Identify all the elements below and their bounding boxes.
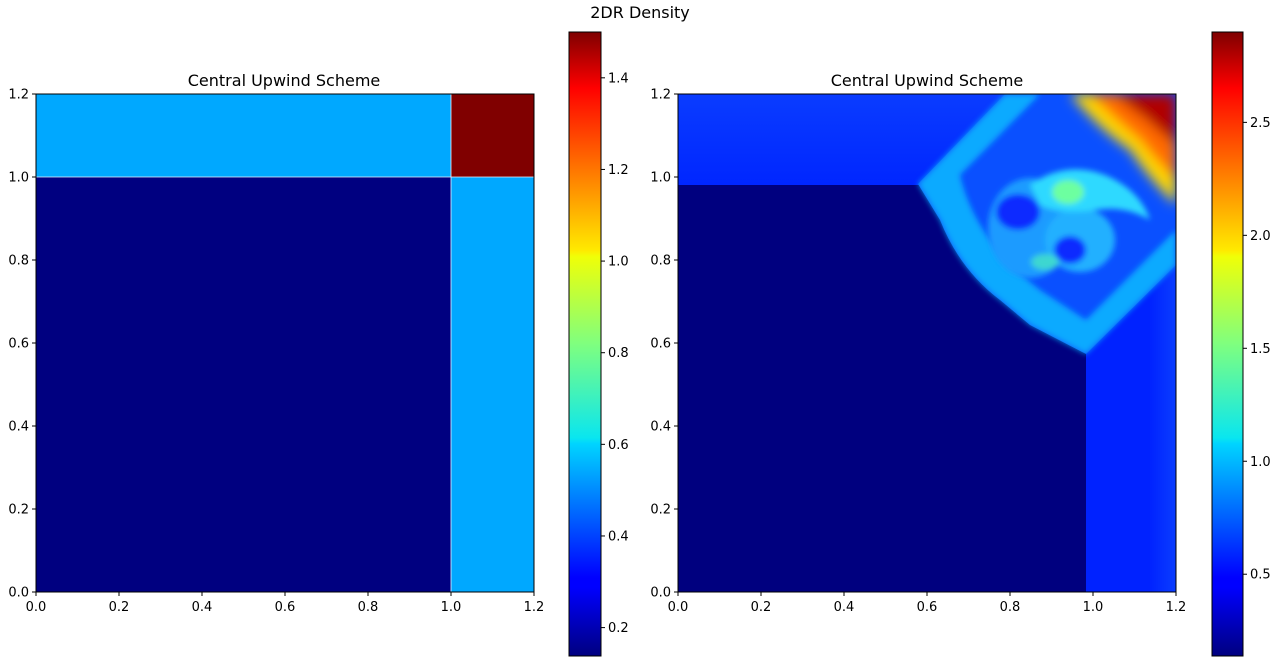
right-colorbar-tick-label: 1.0 xyxy=(1250,455,1271,470)
left-y-tick-label: 0.4 xyxy=(8,420,29,435)
left-y-tick-label: 0.8 xyxy=(8,254,29,269)
right-y-tick-label: 1.0 xyxy=(650,171,671,186)
right-y-tick-label: 0.8 xyxy=(650,254,671,269)
right-y-tick-label: 0.6 xyxy=(650,337,671,352)
right-plot-frame xyxy=(677,93,1177,593)
left-colorbar-tick-label: 0.2 xyxy=(608,621,629,636)
right-colorbar: 0.5 1.0 1.5 2.0 2.5 xyxy=(1211,31,1271,657)
right-colorbar-tick-label: 0.5 xyxy=(1250,568,1271,583)
right-x-tick-label: 1.2 xyxy=(1166,600,1187,615)
right-panel: Central Upwind Scheme xyxy=(650,71,1186,615)
left-title: Central Upwind Scheme xyxy=(188,71,381,90)
left-x-tick-label: 1.0 xyxy=(441,600,462,615)
right-vortex-highlight-2 xyxy=(1031,254,1059,270)
right-colorbar-tick-label: 1.5 xyxy=(1250,342,1271,357)
right-x-tick-label: 0.8 xyxy=(1000,600,1021,615)
left-colorbar: 0.2 0.4 0.6 0.8 1.0 1.2 1.4 xyxy=(568,31,629,657)
right-hot-corner xyxy=(1070,94,1176,205)
right-colorbar-tick-label: 2.5 xyxy=(1250,116,1271,131)
right-x-tick-label: 0.6 xyxy=(917,600,938,615)
left-y-tick-label: 0.6 xyxy=(8,337,29,352)
left-colorbar-tick-label: 0.6 xyxy=(608,438,629,453)
left-region-0 xyxy=(36,177,451,592)
right-x-tick-label: 0.4 xyxy=(834,600,855,615)
left-x-tick-label: 0.2 xyxy=(109,600,130,615)
left-y-tick-label: 0.0 xyxy=(8,586,29,601)
right-vortex-left-core xyxy=(996,194,1040,230)
right-heatmap xyxy=(678,94,1176,592)
figure-suptitle: 2DR Density xyxy=(590,3,690,22)
right-x-tick-label: 0.2 xyxy=(751,600,772,615)
left-region-3 xyxy=(451,94,534,177)
right-title: Central Upwind Scheme xyxy=(831,71,1024,90)
left-y-tick-label: 1.0 xyxy=(8,171,29,186)
right-y-axis: 0.0 0.2 0.4 0.6 0.8 1.0 1.2 xyxy=(650,88,678,601)
left-x-tick-label: 0.8 xyxy=(358,600,379,615)
left-x-tick-label: 0.6 xyxy=(275,600,296,615)
right-vortex-right-core xyxy=(1054,236,1086,264)
right-shock-front xyxy=(918,94,1176,354)
right-x-tick-label: 1.0 xyxy=(1083,600,1104,615)
right-y-tick-label: 0.4 xyxy=(650,420,671,435)
left-colorbar-tick-label: 1.4 xyxy=(608,71,629,86)
right-y-tick-label: 0.2 xyxy=(650,503,671,518)
left-x-tick-label: 1.2 xyxy=(524,600,545,615)
right-colorbar-tick-label: 2.0 xyxy=(1250,229,1271,244)
left-colorbar-tick-label: 0.8 xyxy=(608,346,629,361)
right-y-tick-label: 1.2 xyxy=(650,88,671,103)
left-x-tick-label: 0.4 xyxy=(192,600,213,615)
left-y-tick-label: 0.2 xyxy=(8,503,29,518)
left-colorbar-tick-label: 1.0 xyxy=(608,255,629,270)
left-colorbar-tick-label: 0.4 xyxy=(608,529,629,544)
left-colorbar-ticks: 0.2 0.4 0.6 0.8 1.0 1.2 1.4 xyxy=(601,71,629,636)
right-colorbar-ticks: 0.5 1.0 1.5 2.0 2.5 xyxy=(1243,116,1271,583)
right-vortex-highlight xyxy=(1052,180,1084,204)
left-region-1 xyxy=(36,94,451,177)
left-y-tick-label: 1.2 xyxy=(8,88,29,103)
right-colorbar-gradient xyxy=(1212,32,1243,656)
left-colorbar-tick-label: 1.2 xyxy=(608,163,629,178)
right-hot-corner-inner xyxy=(1115,94,1176,145)
left-panel: Central Upwind Scheme 0.0 0.2 0.4 0.6 0.8 1.0… xyxy=(8,71,544,615)
left-colorbar-gradient xyxy=(569,32,601,656)
left-y-axis: 0.0 0.2 0.4 0.6 0.8 1.0 1.2 xyxy=(8,88,36,601)
left-x-tick-label: 0.0 xyxy=(26,600,47,615)
right-colorbar-frame xyxy=(1211,31,1244,657)
right-x-axis: 0.0 0.2 0.4 0.6 0.8 1.0 1.2 xyxy=(668,592,1187,615)
left-colorbar-frame xyxy=(568,31,602,657)
right-vortex xyxy=(988,169,1150,278)
left-region-2 xyxy=(451,177,534,592)
left-x-axis: 0.0 0.2 0.4 0.6 0.8 1.0 1.2 xyxy=(26,592,545,615)
right-y-tick-label: 0.0 xyxy=(650,586,671,601)
right-x-tick-label: 0.0 xyxy=(668,600,689,615)
left-plot-frame xyxy=(35,93,535,593)
left-heatmap xyxy=(36,94,534,592)
